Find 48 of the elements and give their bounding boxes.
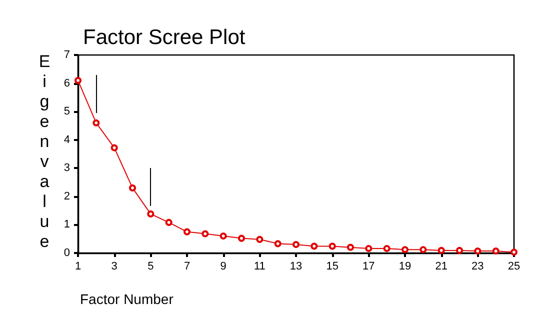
x-tick-label: 3 [111, 260, 118, 272]
y-tick-label: 2 [64, 190, 70, 202]
x-tick-label: 9 [220, 260, 226, 272]
chart-title: Factor Scree Plot [83, 26, 246, 49]
point [347, 244, 354, 251]
point [220, 232, 227, 240]
point [492, 248, 500, 255]
point [92, 119, 100, 126]
point [456, 246, 463, 254]
point [202, 230, 209, 238]
point [184, 228, 190, 236]
point [238, 234, 245, 242]
x-tick-label: 19 [398, 260, 412, 272]
x-axis-title: Factor Number [80, 291, 174, 307]
point [365, 244, 372, 252]
x-tick-label: 7 [184, 260, 190, 272]
y-tick-label: 0 [64, 247, 70, 259]
point [165, 218, 172, 226]
x-tick-label: 15 [326, 260, 338, 272]
y-tick-label: 7 [64, 49, 70, 61]
point [383, 244, 390, 252]
y-axis-title: Eigenvalue [34, 52, 54, 252]
x-tick-label: 23 [472, 260, 484, 272]
y-tick-label: 4 [64, 134, 70, 146]
x-tick-label: 25 [508, 260, 520, 272]
x-tick-label: 17 [362, 260, 375, 272]
y-tick-label: 6 [64, 77, 70, 90]
point [310, 242, 318, 250]
point [328, 242, 336, 250]
point [129, 184, 136, 192]
point [256, 236, 264, 243]
point [292, 241, 300, 248]
point [402, 246, 408, 254]
point [110, 144, 118, 152]
x-tick-label: 13 [290, 260, 302, 272]
point [147, 210, 154, 218]
point [438, 246, 445, 254]
x-tick-label: 5 [148, 260, 154, 272]
point [474, 248, 482, 255]
point [274, 240, 282, 248]
x-tick-label: 11 [254, 260, 266, 272]
y-tick-label: 5 [64, 106, 70, 118]
point [74, 76, 82, 84]
point [420, 246, 427, 254]
x-tick-label: 1 [74, 260, 82, 272]
x-tick-label: 21 [435, 260, 448, 272]
y-tick-label: 1 [64, 218, 70, 231]
y-tick-label: 3 [64, 162, 70, 174]
